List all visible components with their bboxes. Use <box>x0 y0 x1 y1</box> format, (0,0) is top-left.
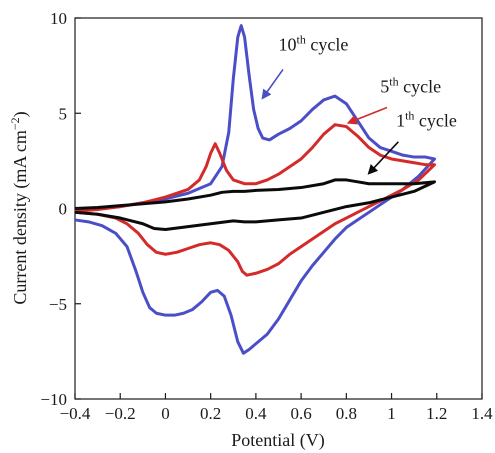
y-axis-ticks: −10 −5 0 5 10 <box>40 9 81 409</box>
x-tick-label: 1 <box>387 404 396 423</box>
annotation-number: 1 <box>396 111 405 131</box>
y-tick-label: 10 <box>50 9 67 28</box>
y-axis-label: Current density (mA cm−2) <box>8 111 31 304</box>
y-axis-label-close: ) <box>10 111 31 117</box>
annotation-label: 1th cycle <box>396 109 457 131</box>
y-tick-label: −10 <box>40 390 67 409</box>
annotation-arrow <box>261 68 284 100</box>
annotation-superscript: th <box>389 74 398 88</box>
x-axis-label: Potential (V) <box>231 430 324 451</box>
x-tick-label: 0.8 <box>336 404 357 423</box>
y-axis-label-main: Current density (mA cm <box>10 130 31 304</box>
x-tick-label: 0 <box>161 404 170 423</box>
x-tick-label: −0.4 <box>60 404 91 423</box>
y-tick-label: 5 <box>59 104 68 123</box>
x-tick-label: 1.4 <box>471 404 493 423</box>
x-tick-label: 0.4 <box>245 404 267 423</box>
y-tick-label: −5 <box>49 295 67 314</box>
annotation-label: 10th cycle <box>279 32 349 54</box>
annotation-word: cycle <box>306 34 348 54</box>
series-line-3 <box>74 178 437 231</box>
annotation-word: cycle <box>414 111 456 131</box>
x-tick-label: −0.2 <box>105 404 136 423</box>
y-tick-label: 0 <box>59 200 68 219</box>
annotation-label: 5th cycle <box>380 74 441 96</box>
y-axis-label-superscript: −2 <box>8 117 22 130</box>
annotation-word: cycle <box>399 76 441 96</box>
x-tick-label: 0.6 <box>290 404 311 423</box>
x-axis-ticks: −0.4 −0.2 0 0.2 0.4 0.6 0.8 1 1.2 1.4 <box>60 393 493 423</box>
annotation-number: 5 <box>380 76 389 96</box>
series-line-2 <box>74 123 437 277</box>
annotation-arrow <box>346 106 388 125</box>
annotation-superscript: th <box>297 32 306 46</box>
x-tick-label: 1.2 <box>426 404 447 423</box>
x-tick-label: 0.2 <box>200 404 221 423</box>
series-layer <box>74 24 437 355</box>
annotation-superscript: th <box>405 109 414 123</box>
annotation-arrow <box>367 141 399 175</box>
annotation-number: 10 <box>279 34 297 54</box>
